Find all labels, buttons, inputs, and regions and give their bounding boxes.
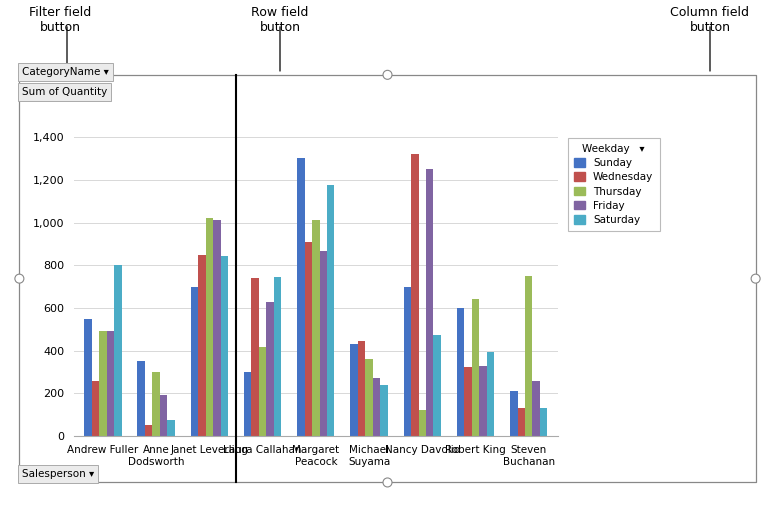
Bar	[472, 299, 479, 436]
Bar	[84, 318, 91, 436]
Bar	[525, 276, 532, 436]
Bar	[418, 410, 426, 436]
Bar	[411, 154, 418, 436]
Bar	[274, 277, 281, 436]
Circle shape	[751, 274, 760, 283]
Bar	[464, 367, 472, 436]
Bar	[365, 359, 373, 436]
Bar	[373, 378, 381, 436]
Bar	[297, 158, 305, 436]
Bar	[358, 341, 365, 436]
Bar	[191, 286, 198, 436]
Bar	[518, 408, 525, 436]
Bar	[433, 334, 441, 436]
Text: Row field
button: Row field button	[251, 6, 308, 34]
Bar	[319, 251, 327, 436]
Bar	[327, 185, 335, 436]
Bar	[107, 331, 114, 436]
Text: Salesperson ▾: Salesperson ▾	[22, 469, 95, 479]
Bar	[404, 286, 411, 436]
Bar	[457, 308, 464, 436]
Bar	[479, 365, 487, 436]
Bar	[213, 220, 221, 436]
Bar	[244, 372, 251, 436]
Bar	[160, 395, 167, 436]
Bar	[153, 372, 160, 436]
Bar	[91, 380, 99, 436]
Circle shape	[383, 70, 392, 79]
Circle shape	[15, 274, 24, 283]
Bar	[198, 254, 205, 436]
Bar	[305, 241, 312, 436]
Bar	[251, 278, 259, 436]
Text: Sum of Quantity: Sum of Quantity	[22, 87, 107, 97]
Bar	[205, 218, 213, 436]
Bar	[487, 352, 494, 436]
Circle shape	[383, 478, 392, 487]
Bar	[145, 425, 153, 436]
Bar	[532, 380, 540, 436]
Bar	[426, 169, 433, 436]
Bar	[137, 361, 145, 436]
Bar	[114, 265, 122, 436]
Bar	[312, 220, 319, 436]
Bar	[267, 301, 274, 436]
Bar	[540, 408, 547, 436]
Bar	[221, 255, 228, 436]
Bar	[381, 385, 388, 436]
Bar	[510, 391, 518, 436]
Text: Column field
button: Column field button	[670, 6, 749, 34]
Text: CategoryName ▾: CategoryName ▾	[22, 67, 109, 77]
Bar	[167, 420, 174, 436]
Text: Filter field
button: Filter field button	[29, 6, 91, 34]
Bar	[259, 347, 267, 436]
Bar	[350, 344, 358, 436]
Legend: Sunday, Wednesday, Thursday, Friday, Saturday: Sunday, Wednesday, Thursday, Friday, Sat…	[568, 138, 660, 231]
Bar	[99, 331, 107, 436]
